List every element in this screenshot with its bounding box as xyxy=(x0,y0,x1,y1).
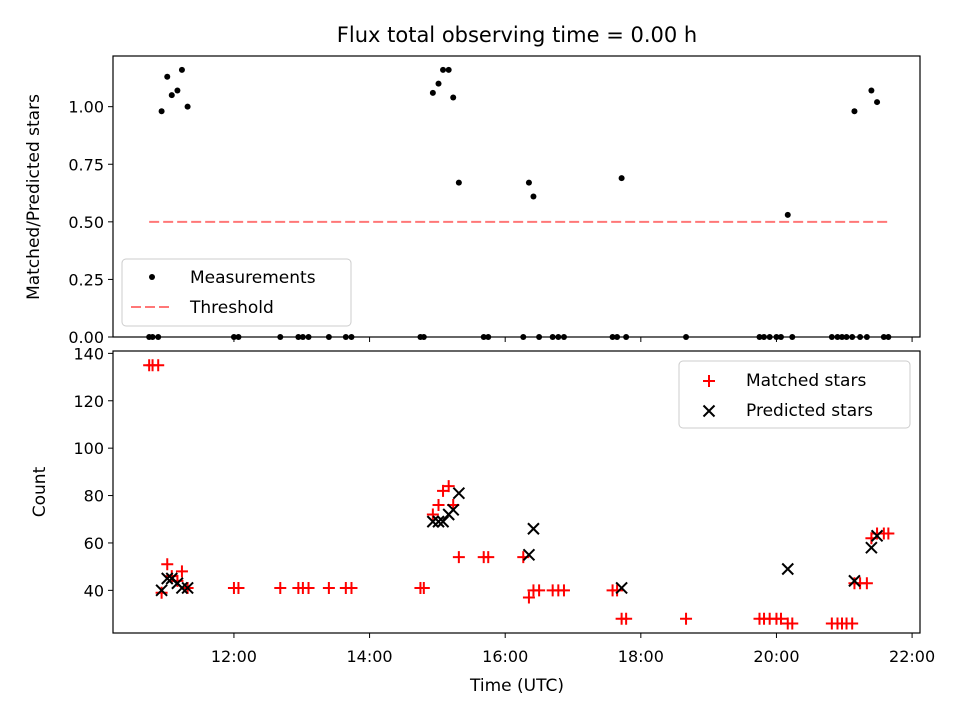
matched-star-point xyxy=(846,617,859,630)
matched-star-point xyxy=(152,359,165,372)
legend-predicted-marker xyxy=(702,404,716,418)
legend-measurements-marker xyxy=(149,274,155,280)
matched-star-point xyxy=(432,499,445,512)
matched-star-point xyxy=(522,591,535,604)
bottom-y-tick-label: 40 xyxy=(84,581,104,600)
matched-star-point xyxy=(533,584,546,597)
matched-star-point xyxy=(620,612,633,625)
matched-star-point xyxy=(786,617,799,630)
predicted-star-point xyxy=(527,522,540,535)
predicted-star-point xyxy=(452,486,466,500)
predicted-star-point xyxy=(615,581,628,595)
bottom-legend-box xyxy=(678,360,911,429)
top-y-tick-label: 0.00 xyxy=(68,328,104,347)
matched-star-point xyxy=(161,558,174,571)
measurement-point xyxy=(178,66,185,73)
measurement-point xyxy=(618,175,625,182)
top-chart-title: Flux total observing time = 0.00 h xyxy=(337,23,697,47)
measurement-point xyxy=(164,73,171,80)
bottom-y-tick-label: 60 xyxy=(84,534,104,553)
matched-star-point xyxy=(680,612,693,625)
measurement-point xyxy=(435,80,442,87)
matched-star-point xyxy=(452,551,465,564)
measurement-point xyxy=(168,92,175,99)
measurement-point xyxy=(440,66,447,73)
predicted-star-point xyxy=(161,572,174,585)
matched-star-point xyxy=(611,584,624,597)
matched-star-point xyxy=(345,581,358,594)
top-y-tick-label: 0.25 xyxy=(68,270,104,289)
bottom-y-axis-label: Count xyxy=(30,466,50,517)
bottom-y-tick-label: 100 xyxy=(73,439,104,458)
top-y-tick-label: 1.00 xyxy=(68,98,104,117)
matched-star-point xyxy=(175,565,188,578)
measurement-point xyxy=(525,179,532,186)
legend-predicted-label: Predicted stars xyxy=(746,401,873,421)
top-y-tick-label: 0.50 xyxy=(68,213,104,232)
bottom-plot-area: 40 60 80 100 120 140 12:00 14:00 16:00 18:00 20:00… xyxy=(73,344,935,666)
predicted-star-point xyxy=(870,529,884,543)
bottom-y-tick-label: 80 xyxy=(84,487,104,506)
predicted-star-point xyxy=(175,581,189,595)
matched-star-point xyxy=(774,612,787,625)
matched-star-point xyxy=(426,508,439,521)
predicted-star-point xyxy=(426,515,440,528)
predicted-star-point xyxy=(865,541,878,554)
matched-star-point xyxy=(155,586,168,599)
matched-star-point xyxy=(557,584,570,597)
matched-star-point xyxy=(302,581,315,594)
measurement-point xyxy=(784,211,791,218)
top-legend: Measurements Threshold xyxy=(121,258,352,327)
legend-matched-marker xyxy=(703,375,715,387)
legend-matched-label: Matched stars xyxy=(746,371,866,391)
measurement-point xyxy=(429,89,436,96)
measurement-point xyxy=(158,108,165,115)
top-y-tick-label: 0.75 xyxy=(68,155,104,174)
top-plot-frame xyxy=(112,55,921,338)
predicted-star-point xyxy=(848,574,861,588)
predicted-star-point xyxy=(781,562,794,576)
matched-star-point xyxy=(232,581,245,594)
top-plot-area: 0.00 0.25 0.50 0.75 1.00 Measurements Threshol… xyxy=(68,55,921,347)
top-legend-box xyxy=(121,258,352,327)
predicted-star-point xyxy=(181,581,194,595)
x-tick-label: 18:00 xyxy=(618,647,664,666)
predicted-star-point xyxy=(432,515,445,528)
predicted-star-point xyxy=(155,584,168,597)
x-tick-label: 12:00 xyxy=(211,647,257,666)
measurement-point xyxy=(851,108,858,115)
x-tick-label: 20:00 xyxy=(753,647,799,666)
measurement-point xyxy=(445,66,452,73)
legend-threshold-label: Threshold xyxy=(189,298,274,318)
matched-star-point xyxy=(482,551,495,564)
matched-star-point xyxy=(274,581,287,594)
measurement-point xyxy=(174,87,181,94)
predicted-star-point xyxy=(522,548,536,562)
matched-star-point xyxy=(860,577,873,590)
matched-star-point xyxy=(882,527,895,540)
matched-star-point xyxy=(322,581,335,594)
x-tick-label: 16:00 xyxy=(482,647,528,666)
x-axis-label: Time (UTC) xyxy=(469,676,564,696)
matched-star-point xyxy=(417,581,430,594)
bottom-legend: Matched stars Predicted stars xyxy=(678,360,911,429)
measurement-point xyxy=(184,103,191,110)
x-tick-label: 14:00 xyxy=(347,647,393,666)
bottom-plot-frame xyxy=(112,350,921,634)
measurement-point xyxy=(455,179,462,186)
measurement-point xyxy=(450,94,457,101)
x-tick-label: 22:00 xyxy=(889,647,935,666)
bottom-y-tick-label: 120 xyxy=(73,392,104,411)
measurement-point xyxy=(874,99,881,106)
top-y-axis-label: Matched/Predicted stars xyxy=(24,94,44,300)
bottom-y-tick-label: 140 xyxy=(73,344,104,363)
measurement-point xyxy=(868,87,875,94)
predicted-star-point xyxy=(436,515,450,528)
predicted-star-point xyxy=(446,503,460,516)
legend-measurements-label: Measurements xyxy=(190,268,316,288)
matched-star-point xyxy=(442,480,455,493)
measurement-point xyxy=(530,193,537,200)
